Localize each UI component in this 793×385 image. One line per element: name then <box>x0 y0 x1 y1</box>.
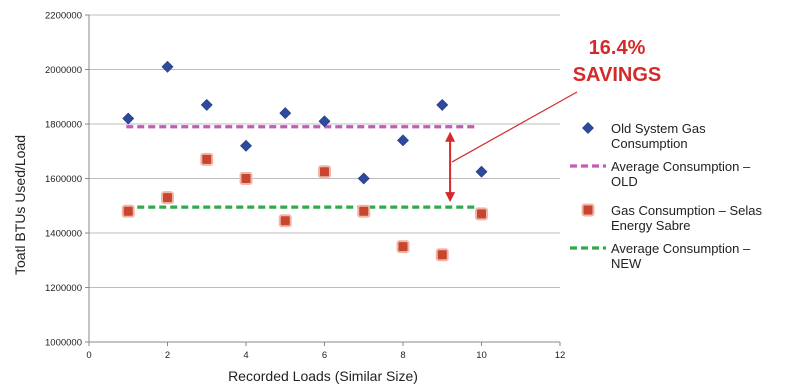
y-tick-label: 1000000 <box>45 338 82 349</box>
data-point-new <box>357 204 371 218</box>
x-tick-label: 0 <box>86 350 91 361</box>
savings-arrow-head-down <box>445 192 456 203</box>
data-point-new <box>435 248 449 262</box>
legend-label: Old System Gas <box>611 121 706 136</box>
data-points <box>121 60 488 262</box>
y-axis-title: Toatl BTUs Used/Load <box>12 135 28 275</box>
legend-marker-square <box>581 203 595 217</box>
data-point-old <box>318 115 331 128</box>
data-point-old <box>161 60 174 73</box>
data-point-old <box>240 139 252 152</box>
gridlines <box>89 14 560 288</box>
savings-callout-text: 16.4% <box>589 37 646 59</box>
legend-label: Energy Sabre <box>611 218 691 233</box>
legend-label: OLD <box>611 174 638 189</box>
data-point-old <box>200 99 213 111</box>
savings-annotation: 16.4% SAVINGS <box>445 37 662 203</box>
data-point-new <box>318 165 331 179</box>
x-tick-label: 8 <box>400 350 405 361</box>
savings-arrow-head-up <box>445 131 456 142</box>
data-point-new <box>475 207 488 221</box>
y-tick-labels: 1000000 1200000 1400000 1600000 1800000 20000… <box>45 11 82 349</box>
x-tick-label: 12 <box>555 350 566 361</box>
x-tick-label: 10 <box>476 350 487 361</box>
x-tick-labels: 0 2 4 6 8 10 12 <box>86 350 565 361</box>
data-point-old <box>475 165 488 178</box>
data-point-new <box>239 172 253 185</box>
legend-label: Gas Consumption – Selas <box>611 203 763 218</box>
legend-marker-diamond <box>582 122 594 134</box>
data-point-new <box>396 240 410 254</box>
data-point-old <box>357 172 370 185</box>
data-point-old <box>397 134 409 147</box>
data-point-new <box>161 191 174 205</box>
y-tick-label: 1200000 <box>45 283 82 294</box>
x-tick-label: 6 <box>322 350 327 361</box>
savings-callout-text: SAVINGS <box>573 64 662 86</box>
data-point-old <box>279 107 292 120</box>
data-point-old <box>122 112 135 125</box>
legend-label: NEW <box>611 256 642 271</box>
savings-pointer-line <box>451 91 578 163</box>
axes <box>85 14 561 346</box>
y-tick-label: 2200000 <box>45 11 82 22</box>
data-point-new <box>278 214 292 228</box>
y-tick-label: 1400000 <box>45 229 82 240</box>
x-tick-label: 4 <box>243 350 248 361</box>
x-tick-label: 2 <box>165 350 170 361</box>
legend-label: Average Consumption – <box>611 159 751 174</box>
x-axis-title: Recorded Loads (Similar Size) <box>228 368 418 384</box>
legend-label: Average Consumption – <box>611 241 751 256</box>
y-tick-label: 1800000 <box>45 120 82 131</box>
data-point-new <box>200 152 214 166</box>
legend-label: Consumption <box>611 136 688 151</box>
data-point-old <box>436 99 449 111</box>
y-tick-label: 2000000 <box>45 65 82 76</box>
data-point-new <box>121 204 135 218</box>
y-tick-label: 1600000 <box>45 174 82 185</box>
average-lines <box>126 125 477 209</box>
